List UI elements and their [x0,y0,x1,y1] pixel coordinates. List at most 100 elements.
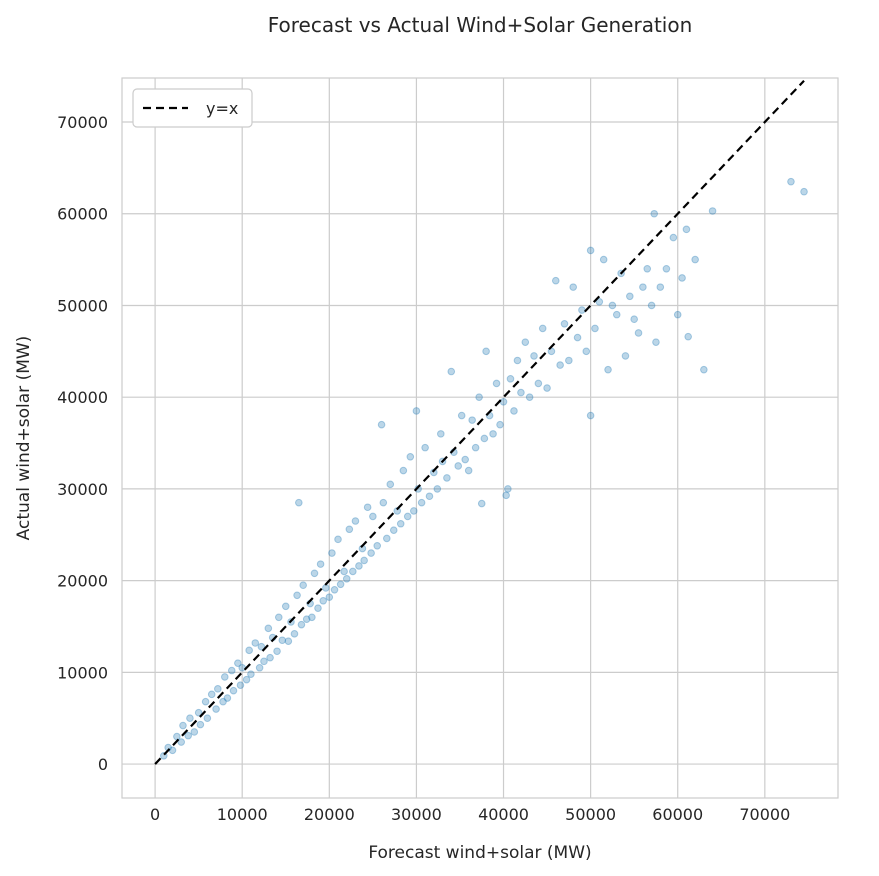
data-point [396,519,405,528]
data-point [634,329,643,337]
data-point [502,491,510,500]
data-point [403,512,412,521]
data-point [319,597,328,605]
data-point [669,233,678,242]
data-point [330,585,339,594]
data-point [534,379,543,388]
data-point [464,466,473,475]
data-point [708,207,717,215]
data-point [447,367,456,376]
data-point [363,503,372,512]
data-point [373,541,382,550]
data-point [257,642,266,651]
x-tick-label: 10000 [217,805,268,824]
data-point [595,297,604,306]
data-point [266,653,274,662]
data-point [650,209,659,218]
y-tick-label: 70000 [57,113,108,132]
data-point [471,443,480,452]
data-point [626,292,634,301]
data-point [351,517,360,525]
data-point [184,731,192,740]
data-point [573,333,582,342]
x-tick-label: 70000 [739,805,790,824]
data-point [538,324,547,333]
data-point [457,411,466,420]
data-point [639,283,647,291]
data-point [551,276,560,285]
data-point [242,675,251,684]
data-point [207,690,216,699]
y-tick-label: 10000 [57,663,108,682]
data-point [543,384,551,392]
data-point [227,666,236,675]
data-point [700,365,708,374]
data-point [461,455,469,464]
data-point [190,728,199,736]
data-point [433,485,442,493]
data-point [504,485,512,493]
data-point [691,255,699,264]
data-point [525,393,534,401]
data-point [278,636,287,645]
data-point [295,498,303,507]
data-point [322,584,330,592]
data-point [489,430,497,438]
data-point [468,416,476,424]
data-point [678,274,686,282]
data-point [247,670,255,678]
data-point [399,466,408,475]
x-tick-labels: 0 10000 20000 30000 40000 50000 60000 70000 [150,805,790,824]
data-point [340,567,348,576]
data-point [290,630,299,638]
data-point [236,681,245,689]
data-point [302,615,311,623]
data-point [565,356,573,365]
legend-label: y=x [206,99,238,118]
data-point [647,301,656,310]
y-tick-label: 60000 [57,205,108,224]
data-point [297,620,306,629]
y-tick-label: 50000 [57,296,108,315]
data-point [506,375,515,383]
chart-title: Forecast vs Actual Wind+Solar Generation [268,13,693,37]
data-point [586,411,595,420]
data-point [608,301,617,310]
data-point [492,379,501,388]
x-axis-label: Forecast wind+solar (MW) [368,843,591,863]
data-point [425,492,434,501]
data-point [662,264,671,273]
y-tick-labels: 0 10000 20000 30000 40000 50000 60000 70000 [57,113,108,774]
data-point [800,187,808,196]
data-point [186,714,194,723]
data-point [299,581,307,590]
data-point [652,338,660,346]
data-point [310,569,319,578]
data-point [238,663,247,672]
data-point [223,694,232,702]
data-point [521,338,530,346]
x-tick-label: 0 [150,805,160,824]
data-point [591,324,599,333]
data-point [599,255,608,264]
data-point [334,535,342,544]
data-point [308,613,316,622]
data-point [367,549,375,557]
x-tick-label: 30000 [391,805,442,824]
data-point [251,639,260,647]
reference-line-y-equals-x [154,79,805,765]
x-tick-label: 20000 [304,805,355,824]
data-point [179,721,187,730]
data-point [168,746,177,755]
data-point [556,361,564,369]
data-point [643,264,652,273]
data-point [684,332,692,341]
plot-frame [121,77,839,799]
data-point [349,567,357,576]
data-point [382,534,391,543]
data-point [212,705,220,713]
data-point [437,430,445,438]
data-point [345,525,354,534]
data-point [480,434,489,443]
